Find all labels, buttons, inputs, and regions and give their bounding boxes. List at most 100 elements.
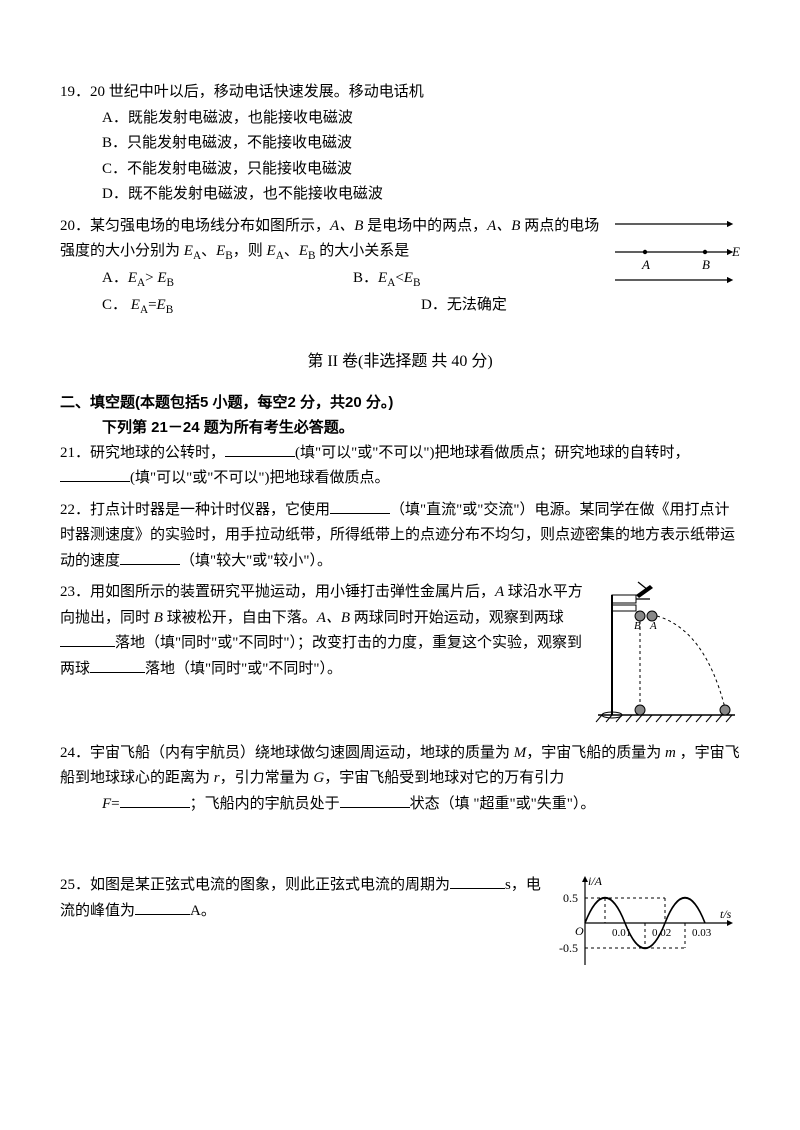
q23-a6: 落地（填"同时"或"不同时"）。: [145, 661, 342, 677]
q24-blank2: [340, 792, 410, 808]
q19-num: 19．: [60, 84, 90, 100]
q20-ob-s2: B: [413, 277, 421, 289]
q24-blank1: [120, 792, 190, 808]
q24-e: ，宇宙飞船受到地球对它的万有引力: [324, 770, 564, 786]
q24-a: 宇宙飞船（内有宇航员）绕地球做匀速圆周运动，地球的质量为: [90, 745, 514, 761]
q20-ob-m: <: [395, 270, 403, 286]
q19-opt-a: A．既能发射电磁波，也能接收电磁波: [60, 106, 740, 132]
q21-num: 21．: [60, 445, 90, 461]
q24-m: m: [665, 745, 680, 761]
q21-a: 研究地球的公转时，: [90, 445, 225, 461]
q20-opt-a: A．EA> EB: [102, 266, 353, 293]
q22-a: 打点计时器是一种计时仪器，它使用: [90, 502, 330, 518]
q20-opt-c: C． EA=EB: [102, 293, 421, 320]
q20-ob-l: B．: [353, 270, 378, 286]
part2-title-a: 第 II 卷: [307, 353, 358, 370]
q20-num: 20．: [60, 218, 90, 234]
svg-text:A: A: [649, 620, 657, 632]
question-19: 19．20 世纪中叶以后，移动电话快速发展。移动电话机 A．既能发射电磁波，也能…: [60, 80, 740, 208]
fill-title: 二、填空题(本题包括5 小题，每空2 分，共20 分。): [60, 390, 740, 416]
q20-oa-e1: E: [128, 270, 137, 286]
question-23: B A 23．用如图所示的装置研究平抛运动，用小锤打击弹性金属片后，A 球沿水平…: [60, 580, 740, 735]
q24-b: ，宇宙飞船的质量为: [526, 745, 665, 761]
q19-opt-c: C．不能发射电磁波，只能接收电磁波: [60, 157, 740, 183]
q20-oc-s2: B: [166, 304, 174, 316]
question-21: 21．研究地球的公转时， (填"可以"或"不可以")把地球看做质点；研究地球的自转…: [60, 441, 740, 492]
q25-y2: -0.5: [559, 941, 578, 955]
q20-t5: 的大小关系是: [316, 243, 410, 259]
q23-blank2: [90, 657, 145, 673]
q20-t4: ，则: [233, 243, 267, 259]
q20-ea-sub: A: [193, 250, 201, 262]
q23-a3: 球被松开，自由下落。: [167, 610, 317, 626]
q25-blank1: [450, 873, 505, 889]
q20-ab2: A、B: [487, 218, 524, 234]
q20-oc-e2: E: [157, 297, 166, 313]
q24-F: F: [102, 796, 111, 812]
q23-a4: 两球同时开始运动，观察到两球: [354, 610, 564, 626]
q20-eb: E: [216, 243, 225, 259]
q24-G: G: [313, 770, 324, 786]
q22-blank2: [120, 549, 180, 565]
q20-oc-e1: E: [127, 297, 140, 313]
q25-figure: i/A t/s O 0.5 -0.5 0.01 0.02 0.03: [555, 873, 740, 983]
q20-comma1: 、: [201, 243, 216, 259]
q23-bball: B: [154, 610, 167, 626]
q25-x3: 0.03: [692, 927, 712, 939]
q19-opt-b: B．只能发射电磁波，不能接收电磁波: [60, 131, 740, 157]
q24-f: ；飞船内的宇航员处于: [190, 796, 340, 812]
q20-eb-sub2: B: [308, 250, 316, 262]
q20-ea2: E: [267, 243, 276, 259]
q20-ob-e1: E: [378, 270, 387, 286]
q24-g: 状态（填 "超重"或"失重"）。: [410, 796, 596, 812]
q24-d: ，引力常量为: [220, 770, 314, 786]
part2-title-b: (非选择题 共 40 分): [358, 353, 493, 370]
question-25: i/A t/s O 0.5 -0.5 0.01 0.02 0.03 25．如图是…: [60, 873, 740, 983]
q20-oc-m: =: [148, 297, 156, 313]
q20-t2: 是电场中的两点，: [367, 218, 487, 234]
q25-xlabel: t/s: [720, 907, 732, 921]
q21-blank1: [225, 441, 295, 457]
q23-figure: B A: [590, 580, 740, 735]
q23-a: 用如图所示的装置研究平抛运动，用小锤打击弹性金属片后，: [90, 584, 495, 600]
q20-figure: A B E: [610, 214, 740, 294]
q19-opt-d: D．既不能发射电磁波，也不能接收电磁波: [60, 182, 740, 208]
q25-O: O: [575, 924, 584, 938]
q25-a: 如图是某正弦式电流的图象，则此正弦式电流的周期为: [90, 877, 450, 893]
part2-title: 第 II 卷(非选择题 共 40 分): [60, 348, 740, 375]
q23-blank1: [60, 631, 115, 647]
q20-eb-sub: B: [225, 250, 233, 262]
q25-x1: 0.01: [612, 927, 631, 939]
q23-aball: A: [495, 584, 508, 600]
q25-c: A。: [190, 903, 216, 919]
q20-t1: 某匀强电场的电场线分布如图所示，: [90, 218, 330, 234]
q25-blank2: [135, 899, 190, 915]
q20-oa-e2: E: [157, 270, 166, 286]
q20-fig-a: A: [641, 257, 650, 272]
q22-blank1: [330, 498, 390, 514]
question-22: 22．打点计时器是一种计时仪器，它使用（填"直流"或"交流"）电源。某同学在做《…: [60, 498, 740, 575]
q20-oa-l: A．: [102, 270, 128, 286]
q20-ab1: A、B: [330, 218, 367, 234]
q20-oc-s1: A: [140, 304, 148, 316]
q25-ylabel: i/A: [588, 874, 603, 888]
q20-fig-e: E: [731, 244, 740, 259]
q21-blank2: [60, 466, 130, 482]
q20-oa-m: >: [145, 270, 157, 286]
q21-b: (填"可以"或"不可以")把地球看做质点；研究地球的自转时，: [295, 445, 690, 461]
q24-eq: =: [111, 796, 119, 812]
q25-x2: 0.02: [652, 927, 671, 939]
q20-oa-s2: B: [167, 277, 175, 289]
q23-ab: A、B: [317, 610, 354, 626]
q19-stem: 20 世纪中叶以后，移动电话快速发展。移动电话机: [90, 84, 424, 100]
q24-num: 24．: [60, 745, 90, 761]
q20-opt-b: B．EA<EB: [353, 266, 604, 293]
q20-oc-l: C．: [102, 297, 127, 313]
q20-comma2: 、: [284, 243, 299, 259]
q25-num: 25．: [60, 877, 90, 893]
q20-ob-e2: E: [404, 270, 413, 286]
q20-oa-s1: A: [137, 277, 145, 289]
q24-M: M: [514, 745, 527, 761]
q20-opt-d: D．无法确定: [421, 293, 740, 320]
question-24: 24．宇宙飞船（内有宇航员）绕地球做匀速圆周运动，地球的质量为 M，宇宙飞船的质…: [60, 741, 740, 818]
